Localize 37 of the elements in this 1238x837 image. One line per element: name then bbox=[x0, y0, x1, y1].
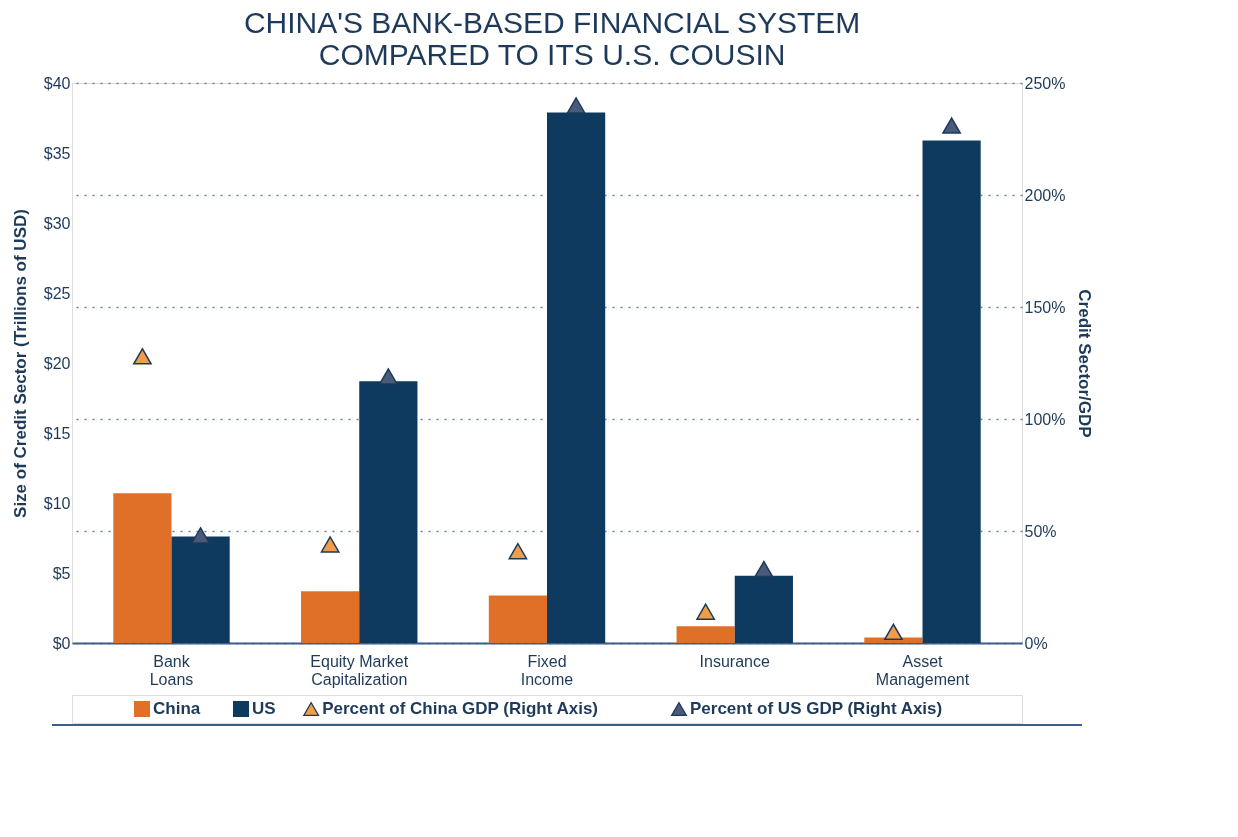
y2-tick-label: 50% bbox=[1024, 522, 1057, 540]
bar bbox=[547, 112, 606, 643]
bar bbox=[359, 381, 418, 643]
y-tick-label: $20 bbox=[43, 354, 71, 372]
x-tick-label: Insurance bbox=[699, 652, 770, 670]
y-tick-label: $30 bbox=[43, 214, 71, 232]
bar bbox=[922, 140, 981, 643]
y2-tick-label: 250% bbox=[1024, 74, 1066, 92]
legend-label: Percent of China GDP (Right Axis) bbox=[322, 699, 599, 718]
x-tick-label: Equity Market Capitalization bbox=[310, 652, 409, 688]
bar bbox=[676, 626, 735, 643]
y-tick-label: $0 bbox=[52, 634, 71, 652]
y-axis-title: Size of Credit Sector (Trillions of USD) bbox=[10, 209, 30, 518]
text: COMPARED TO ITS U.S. COUSIN bbox=[318, 37, 786, 71]
y-tick-label: $10 bbox=[43, 494, 71, 512]
legend-label: Percent of US GDP (Right Axis) bbox=[690, 699, 943, 718]
text: CHINA'S BANK-BASED FINANCIAL SYSTEM bbox=[243, 5, 861, 39]
y2-tick-label: 150% bbox=[1024, 298, 1066, 316]
y-tick-label: $5 bbox=[52, 564, 71, 582]
y-tick-label: $35 bbox=[43, 144, 71, 162]
y-tick-label: $40 bbox=[43, 74, 71, 92]
bar bbox=[301, 591, 360, 643]
y2-axis-title: Credit Sector/GDP bbox=[1075, 289, 1095, 438]
bar bbox=[171, 536, 230, 643]
legend-label: China bbox=[153, 699, 201, 718]
x-tick-label: Bank Loans bbox=[149, 652, 194, 688]
y-tick-label: $25 bbox=[43, 284, 71, 302]
bar bbox=[488, 595, 547, 643]
y2-tick-label: 0% bbox=[1024, 634, 1048, 652]
y2-tick-label: 200% bbox=[1024, 186, 1066, 204]
x-tick-label: Fixed Income bbox=[520, 652, 574, 688]
y-tick-label: $15 bbox=[43, 424, 71, 442]
legend-label: US bbox=[252, 699, 276, 718]
bar bbox=[734, 575, 793, 643]
x-tick-label: Asset Management bbox=[875, 652, 970, 688]
bar bbox=[113, 493, 172, 643]
y2-tick-label: 100% bbox=[1024, 410, 1066, 428]
